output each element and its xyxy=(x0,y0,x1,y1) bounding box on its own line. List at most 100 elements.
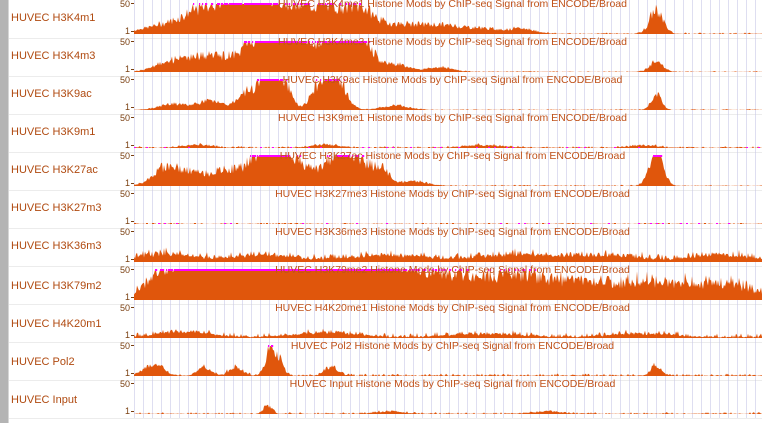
scale-max: 50 xyxy=(119,0,130,9)
clip-marker xyxy=(312,41,314,43)
track-control-bar[interactable] xyxy=(0,0,8,423)
clip-marker xyxy=(279,269,281,271)
clip-marker xyxy=(367,269,369,271)
track-label[interactable]: HUVEC Input xyxy=(11,394,78,406)
clip-marker xyxy=(381,269,383,271)
clip-marker xyxy=(181,269,183,271)
clip-marker xyxy=(335,79,337,81)
clip-marker xyxy=(218,269,220,271)
clip-marker xyxy=(273,79,275,81)
clip-marker xyxy=(170,269,172,271)
track-label[interactable]: HUVEC H3K9ac xyxy=(11,88,92,100)
clip-marker xyxy=(323,41,325,43)
clip-marker xyxy=(260,41,262,43)
clip-marker xyxy=(345,155,347,157)
clip-marker xyxy=(272,269,274,271)
clip-marker xyxy=(242,269,244,271)
clip-marker xyxy=(388,269,390,271)
clip-marker xyxy=(233,269,235,271)
clip-marker xyxy=(467,269,469,271)
track-h3k79m2[interactable]: HUVEC H3K79m2 50 1 HUVEC H3K79me2 Histone… xyxy=(9,264,762,305)
clip-marker xyxy=(327,269,329,271)
track-h3k36m3[interactable]: HUVEC H3K36m3 50 1 HUVEC H3K36me3 Histone… xyxy=(9,226,762,267)
clip-marker xyxy=(660,155,662,157)
track-h3k27m3[interactable]: HUVEC H3K27m3 50 1 HUVEC H3K27me3 Histone… xyxy=(9,188,762,229)
clip-marker xyxy=(343,155,345,157)
clip-marker xyxy=(308,3,310,5)
signal-plot xyxy=(134,0,762,38)
track-h3k9ac[interactable]: HUVEC H3K9ac 50 1 HUVEC H3K9ac Histone Mo… xyxy=(9,74,762,115)
clip-marker xyxy=(293,269,295,271)
track-label[interactable]: HUVEC Pol2 xyxy=(11,356,75,368)
clip-marker xyxy=(356,41,358,43)
clip-marker xyxy=(655,155,657,157)
clip-marker xyxy=(209,269,211,271)
y-scale: 50 1 xyxy=(110,189,134,228)
track-label[interactable]: HUVEC H3K27m3 xyxy=(11,202,102,214)
clip-marker xyxy=(266,79,268,81)
track-h3k4m1[interactable]: HUVEC H3K4m1 50 1 HUVEC H3K4me1 Histone M… xyxy=(9,0,762,39)
clip-marker xyxy=(268,269,270,271)
clip-marker xyxy=(285,155,287,157)
clip-marker xyxy=(322,269,324,271)
clip-marker xyxy=(224,3,226,5)
clip-marker xyxy=(304,3,306,5)
signal-plot xyxy=(134,342,762,380)
track-label[interactable]: HUVEC H3K4m1 xyxy=(11,12,96,24)
clip-marker xyxy=(306,269,308,271)
clip-marker xyxy=(198,269,200,271)
clip-marker xyxy=(252,269,254,271)
clip-marker xyxy=(206,269,208,271)
baseline-mark xyxy=(656,223,658,224)
baseline-mark xyxy=(494,147,496,148)
baseline-mark xyxy=(470,223,472,224)
clip-marker xyxy=(255,269,257,271)
track-h3k9m1[interactable]: HUVEC H3K9m1 50 1 HUVEC H3K9me1 Histone M… xyxy=(9,112,762,153)
track-label[interactable]: HUVEC H3K9m1 xyxy=(11,126,96,138)
track-label[interactable]: HUVEC H3K27ac xyxy=(11,164,98,176)
baseline-mark xyxy=(614,223,616,224)
track-label[interactable]: HUVEC H3K4m3 xyxy=(11,50,96,62)
track-h3k27ac[interactable]: HUVEC H3K27ac 50 1 HUVEC H3K27ac Histone … xyxy=(9,150,762,191)
baseline-mark xyxy=(170,223,172,224)
track-label[interactable]: HUVEC H3K79m2 xyxy=(11,280,102,292)
clip-marker xyxy=(302,3,304,5)
track-label[interactable]: HUVEC H4K20m1 xyxy=(11,318,102,330)
clip-marker xyxy=(329,155,331,157)
clip-marker xyxy=(286,79,288,81)
track-h4k20m1[interactable]: HUVEC H4K20m1 50 1 HUVEC H4K20me1 Histone… xyxy=(9,302,762,343)
baseline-mark xyxy=(410,147,412,148)
track-h3k4m3[interactable]: HUVEC H3K4m3 50 1 HUVEC H3K4me3 Histone M… xyxy=(9,36,762,77)
clip-marker xyxy=(294,269,296,271)
clip-marker xyxy=(344,41,346,43)
scale-min: 1 xyxy=(124,254,130,264)
clip-marker xyxy=(362,269,364,271)
clip-marker xyxy=(220,269,222,271)
track-input[interactable]: HUVEC Input 50 1 HUVEC Input Histone Mods… xyxy=(9,378,762,419)
clip-marker xyxy=(270,41,272,43)
clip-marker xyxy=(336,79,338,81)
baseline-mark xyxy=(344,223,346,224)
clip-marker xyxy=(250,155,252,157)
clip-marker xyxy=(295,3,297,5)
baseline-mark xyxy=(134,147,136,148)
clip-marker xyxy=(376,269,378,271)
clip-marker xyxy=(288,41,290,43)
clip-marker xyxy=(245,269,247,271)
clip-marker xyxy=(260,79,262,81)
clip-marker xyxy=(259,41,261,43)
clip-marker xyxy=(249,41,251,43)
track-label[interactable]: HUVEC H3K36m3 xyxy=(11,240,102,252)
clip-marker xyxy=(264,3,266,5)
clip-marker xyxy=(294,3,296,5)
baseline-mark xyxy=(452,147,454,148)
clip-marker xyxy=(328,41,330,43)
clip-marker xyxy=(422,269,424,271)
clip-marker xyxy=(370,269,372,271)
clip-marker xyxy=(278,269,280,271)
track-pol2[interactable]: HUVEC Pol2 50 1 HUVEC Pol2 Histone Mods b… xyxy=(9,340,762,381)
baseline-mark xyxy=(314,147,316,148)
clip-marker xyxy=(299,41,301,43)
clip-marker xyxy=(315,269,317,271)
baseline-mark xyxy=(530,147,532,148)
